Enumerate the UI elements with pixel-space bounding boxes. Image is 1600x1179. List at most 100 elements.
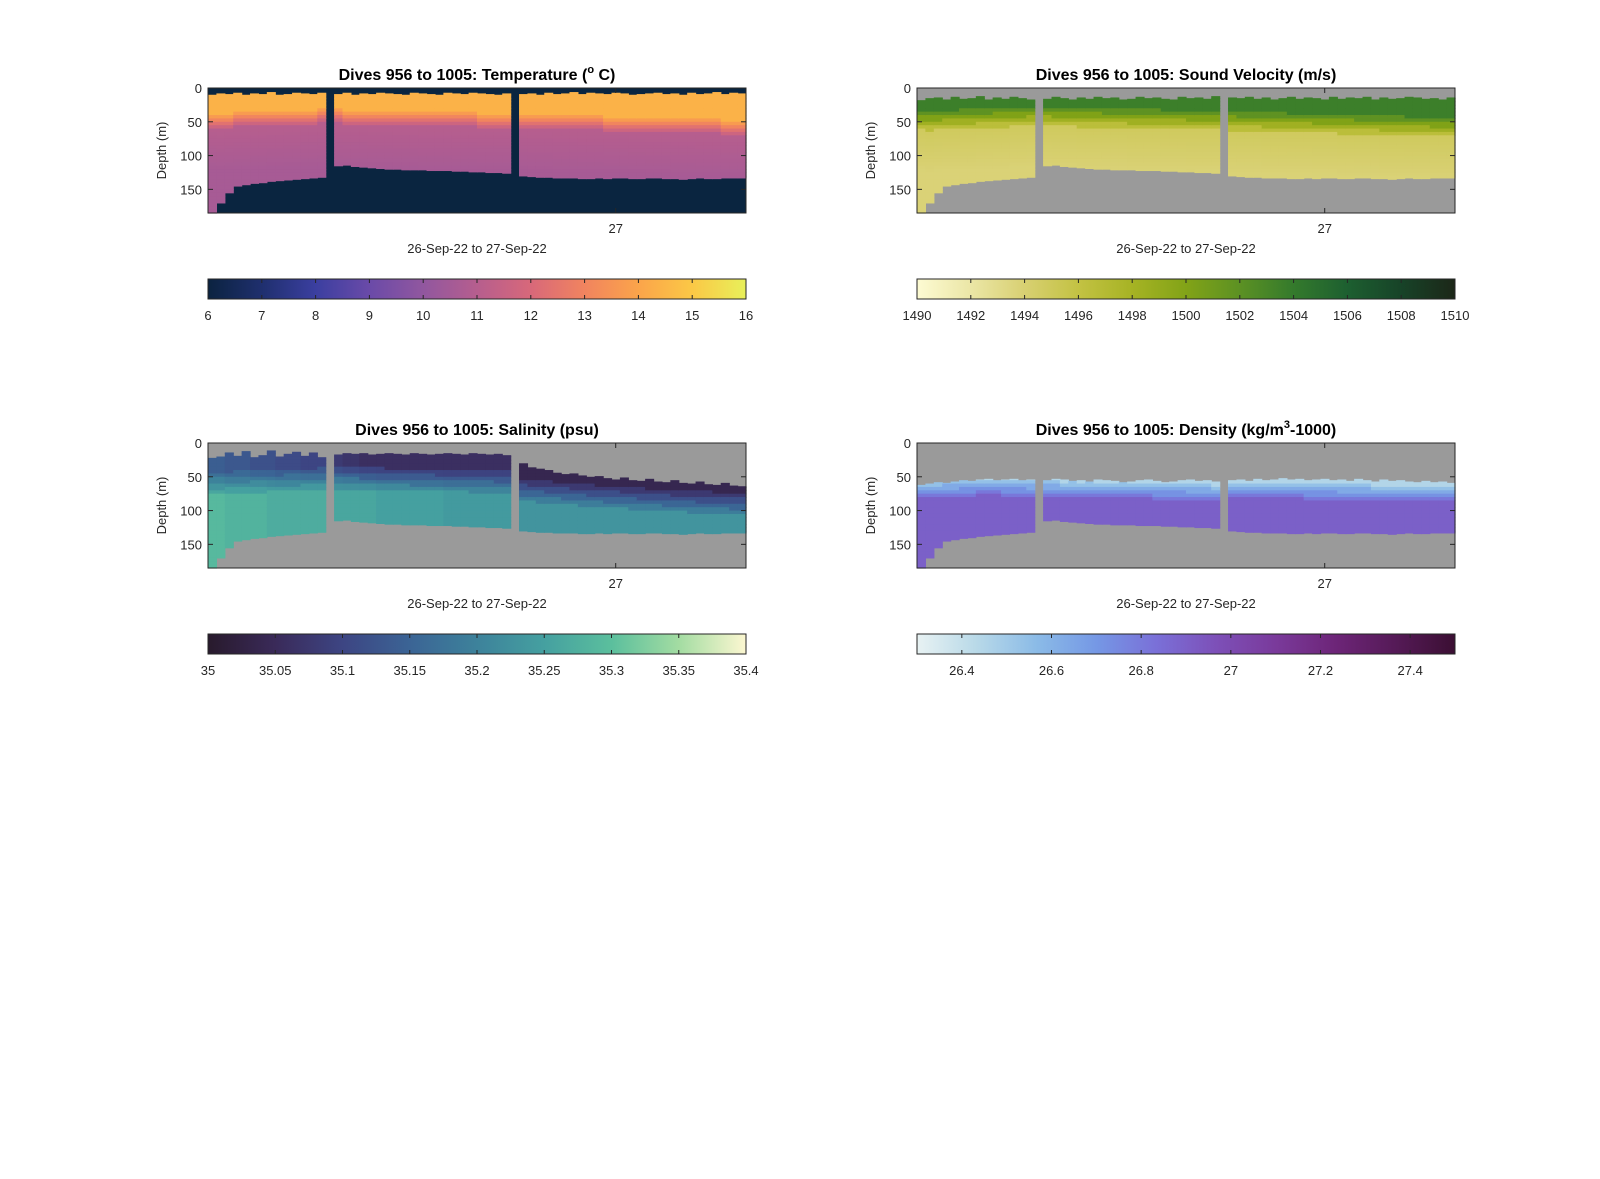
heatmap-cell <box>1026 145 1036 150</box>
heatmap-cell <box>342 118 352 123</box>
heatmap-cell <box>737 510 747 515</box>
heatmap-cell <box>359 490 369 495</box>
heatmap-cell <box>720 148 730 153</box>
heatmap-cell <box>552 480 562 485</box>
heatmap-cell <box>451 142 461 147</box>
heatmap-cell <box>1286 128 1296 133</box>
heatmap-cell <box>619 497 629 502</box>
heatmap-cell <box>950 165 960 170</box>
chart-title: Dives 956 to 1005: Salinity (psu) <box>355 422 599 439</box>
heatmap-cell <box>392 115 402 120</box>
heatmap-cell <box>544 94 554 99</box>
heatmap-cell <box>950 507 960 512</box>
heatmap-cell <box>645 517 655 522</box>
heatmap-cell <box>292 520 302 525</box>
heatmap-cell <box>1236 148 1246 153</box>
heatmap-cell <box>258 125 268 130</box>
heatmap-cell <box>367 94 377 99</box>
heatmap-cell <box>485 162 495 167</box>
heatmap-cell <box>678 524 688 529</box>
heatmap-cell <box>292 507 302 512</box>
heatmap-cell <box>1051 101 1061 106</box>
heatmap-cell <box>451 169 461 172</box>
heatmap-cell <box>275 158 285 163</box>
y-axis-label: Depth (m) <box>154 122 169 180</box>
heatmap-cell <box>443 524 453 527</box>
heatmap-cell <box>1236 158 1246 163</box>
heatmap-cell <box>485 459 495 464</box>
heatmap-cell <box>933 524 943 529</box>
heatmap-cell <box>1345 98 1355 103</box>
heatmap-cell <box>959 145 969 150</box>
heatmap-cell <box>917 175 927 180</box>
heatmap-cell <box>1059 152 1069 157</box>
heatmap-cell <box>308 108 318 113</box>
heatmap-cell <box>1043 108 1053 113</box>
heatmap-cell <box>359 93 369 96</box>
heatmap-cell <box>208 544 218 549</box>
heatmap-cell <box>451 493 461 498</box>
heatmap-cell <box>1228 108 1238 113</box>
heatmap-cell <box>1202 158 1212 163</box>
heatmap-cell <box>1001 162 1011 167</box>
heatmap-cell <box>258 121 268 126</box>
heatmap-cell <box>258 476 268 481</box>
heatmap-cell <box>729 530 739 534</box>
heatmap-cell <box>367 145 377 150</box>
heatmap-cell <box>603 490 613 495</box>
heatmap-cell <box>729 175 739 179</box>
heatmap-cell <box>586 148 596 153</box>
heatmap-cell <box>1169 497 1179 502</box>
heatmap-cell <box>942 169 952 174</box>
heatmap-cell <box>594 135 604 140</box>
heatmap-cell <box>925 534 935 539</box>
heatmap-cell <box>258 459 268 464</box>
heatmap-cell <box>1017 135 1027 140</box>
heatmap-cell <box>350 115 360 120</box>
heatmap-cell <box>917 145 927 150</box>
heatmap-cell <box>720 490 730 495</box>
heatmap-cell <box>451 135 461 140</box>
heatmap-cell <box>984 510 994 515</box>
heatmap-cell <box>300 172 310 177</box>
heatmap-cell <box>1337 101 1347 106</box>
heatmap-cell <box>636 145 646 150</box>
heatmap-cell <box>468 158 478 163</box>
heatmap-cell <box>1085 111 1095 116</box>
heatmap-cell <box>577 527 587 532</box>
heatmap-cell <box>1244 142 1254 147</box>
heatmap-cell <box>1421 101 1431 106</box>
heatmap-cell <box>1328 158 1338 163</box>
heatmap-cell <box>1068 138 1078 143</box>
heatmap-cell <box>1253 175 1263 178</box>
heatmap-cell <box>1127 503 1137 508</box>
heatmap-cell <box>1017 148 1027 153</box>
heatmap-cell <box>250 466 260 471</box>
heatmap-cell <box>670 162 680 167</box>
heatmap-cell <box>544 148 554 153</box>
heatmap-cell <box>594 94 604 99</box>
heatmap-cell <box>917 185 927 190</box>
heatmap-cell <box>300 520 310 525</box>
heatmap-cell <box>670 108 680 113</box>
heatmap-cell <box>1101 115 1111 120</box>
heatmap-cell <box>1362 169 1372 174</box>
heatmap-cell <box>233 101 243 106</box>
heatmap-cell <box>925 142 935 147</box>
heatmap-cell <box>603 517 613 522</box>
heatmap-cell <box>1286 131 1296 136</box>
heatmap-cell <box>1093 510 1103 515</box>
heatmap-cell <box>1379 121 1389 126</box>
heatmap-cell <box>283 135 293 140</box>
heatmap-cell <box>292 476 302 481</box>
heatmap-cell <box>984 125 994 130</box>
heatmap-cell <box>1286 111 1296 116</box>
heatmap-cell <box>418 152 428 157</box>
heatmap-cell <box>1278 142 1288 147</box>
heatmap-cell <box>1017 172 1027 177</box>
heatmap-cell <box>1320 108 1330 113</box>
heatmap-cell <box>1043 493 1053 498</box>
heatmap-cell <box>577 517 587 522</box>
heatmap-cell <box>1085 138 1095 143</box>
heatmap-cell <box>384 111 394 116</box>
